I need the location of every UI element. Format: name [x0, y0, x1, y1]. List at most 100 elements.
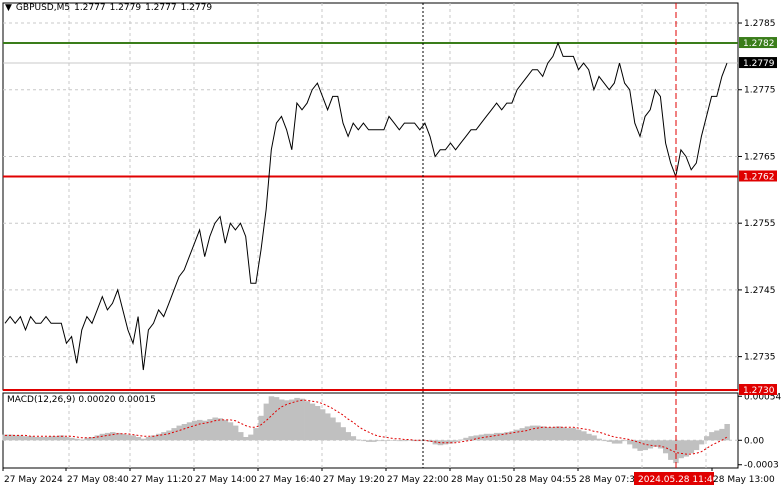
level-label-bg — [739, 170, 777, 182]
macd-histogram-bar — [714, 430, 720, 441]
y-tick-label: 1.2785 — [744, 19, 776, 29]
macd-histogram-bar — [43, 437, 49, 441]
macd-histogram-bar — [601, 440, 607, 442]
cursor-time-bg — [634, 472, 714, 485]
macd-histogram-bar — [345, 432, 351, 441]
macd-histogram-bar — [657, 440, 664, 449]
macd-histogram-bar — [371, 440, 377, 442]
macd-histogram-bar — [279, 399, 285, 441]
macd-main-value: 0.00020 — [78, 395, 116, 405]
macd-histogram-bar — [340, 427, 346, 441]
macd-histogram-bar — [222, 419, 229, 441]
macd-histogram-bar — [79, 439, 85, 441]
macd-histogram-bar — [63, 437, 70, 441]
macd-histogram-bar — [22, 436, 29, 441]
level-label: 1.2782 — [743, 39, 775, 49]
macd-histogram-bar — [156, 433, 162, 441]
macd-histogram-bar — [683, 440, 689, 457]
macd-histogram-bar — [2, 434, 8, 441]
macd-histogram-bar — [514, 429, 520, 441]
macd-histogram-bar — [294, 397, 300, 441]
macd-histogram-bar — [381, 440, 387, 442]
macd-histogram-bar — [58, 435, 65, 441]
macd-histogram-bar — [488, 433, 495, 441]
level-label: 1.2730 — [743, 386, 775, 396]
macd-histogram-bar — [453, 440, 459, 442]
x-tick-label: 27 May 22:00 — [387, 475, 449, 485]
macd-histogram-bar — [529, 425, 536, 441]
macd-histogram-bar — [652, 440, 659, 447]
macd-histogram-bar — [186, 422, 193, 441]
macd-histogram-bar — [115, 432, 121, 441]
macd-histogram-bar — [704, 436, 710, 441]
macd-histogram-bar — [17, 435, 24, 441]
close-price: 1.2779 — [180, 3, 213, 13]
macd-histogram-bar — [150, 435, 157, 441]
x-tick-label: 27 May 19:20 — [323, 475, 385, 485]
x-tick-label: 27 May 14:00 — [195, 475, 257, 485]
macd-histogram-bar — [253, 428, 259, 441]
macd-histogram-bar — [586, 433, 592, 441]
main-panel-frame — [2, 2, 739, 391]
symbol-timeframe: GBPUSD,M5 — [15, 3, 71, 13]
macd-histogram-bar — [616, 440, 623, 444]
level-label-bg — [739, 37, 777, 49]
macd-histogram-bar — [678, 440, 684, 459]
macd-histogram-bar — [94, 435, 101, 441]
macd-histogram-bar — [637, 440, 643, 451]
macd-histogram-bar — [243, 437, 249, 441]
macd-histogram-bar — [693, 440, 700, 451]
macd-histogram-bar — [401, 440, 408, 442]
x-tick-label: 27 May 16:40 — [259, 475, 321, 485]
macd-histogram-bar — [314, 406, 321, 441]
macd-histogram-bar — [509, 431, 515, 441]
macd-histogram-bar — [596, 438, 602, 441]
macd-histogram-bar — [197, 419, 203, 441]
macd-histogram-bar — [396, 440, 403, 442]
macd-histogram-bar — [325, 413, 331, 441]
x-tick-label: 28 May 13:00 — [713, 475, 775, 485]
chart-title: ▼ GBPUSD,M5 1.2777 1.2779 1.2777 1.2779 — [5, 3, 216, 13]
macd-histogram-bar — [238, 432, 244, 441]
level-label: 1.2762 — [743, 172, 775, 182]
macd-histogram-bar — [627, 440, 633, 445]
macd-histogram-bar — [304, 401, 311, 441]
macd-histogram-bar — [309, 403, 316, 441]
macd-histogram-bar — [535, 425, 541, 441]
macd-histogram-bar — [130, 435, 136, 441]
macd-histogram-bar — [688, 440, 695, 454]
y-tick-label: 1.2775 — [744, 86, 776, 96]
macd-histogram-bar — [642, 440, 648, 451]
macd-histogram-bar — [709, 432, 715, 441]
x-tick-label: 28 May 07:35 — [579, 475, 641, 485]
macd-histogram-bar — [319, 409, 326, 441]
current-price-bg — [739, 57, 777, 69]
macd-histogram-bar — [145, 437, 152, 441]
macd-histogram-bar — [468, 436, 474, 441]
macd-tick-label: 0.00 — [744, 436, 764, 446]
macd-signal-line — [5, 399, 728, 455]
macd-histogram-bar — [110, 432, 116, 441]
macd-histogram-bar — [135, 437, 142, 441]
macd-histogram-bar — [606, 440, 613, 442]
macd-histogram-bar — [161, 432, 167, 441]
macd-panel-frame — [2, 392, 739, 469]
macd-tick-label: 0.00054 — [744, 392, 781, 402]
macd-histogram-bar — [591, 435, 597, 441]
macd-histogram-bar — [555, 426, 561, 441]
macd-histogram-bar — [473, 435, 479, 441]
macd-histogram-bar — [258, 415, 264, 441]
macd-histogram-bar — [698, 440, 705, 445]
y-tick-label: 1.2755 — [744, 219, 776, 229]
macd-histogram-bar — [171, 428, 177, 441]
dropdown-triangle-icon[interactable]: ▼ — [5, 3, 12, 13]
macd-histogram-bar — [447, 440, 454, 444]
macd-histogram-bar — [232, 425, 239, 441]
macd-histogram-bar — [575, 429, 582, 441]
macd-histogram-bar — [545, 427, 551, 441]
macd-histogram-bar — [407, 440, 413, 441]
macd-histogram-bar — [386, 440, 392, 441]
macd-histogram-bar — [335, 422, 341, 441]
macd-histogram-bar — [391, 440, 398, 441]
